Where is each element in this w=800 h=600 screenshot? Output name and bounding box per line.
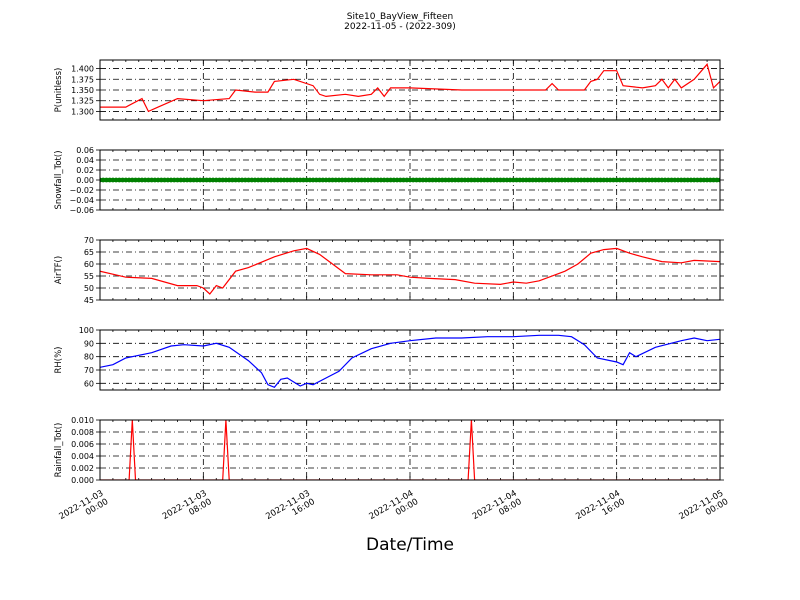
x-axis-label: Date/Time xyxy=(366,535,454,555)
y-tick-label: 0.002 xyxy=(71,464,94,473)
axes-frame xyxy=(99,59,721,121)
x-tick-label: 2022-11-0308:00 xyxy=(161,489,214,531)
y-axis-label: Snowfall_Tot() xyxy=(54,150,64,209)
y-axis-label: Rainfall_Tot() xyxy=(54,423,64,478)
y-tick-label: −0.02 xyxy=(69,186,94,195)
y-tick-label: 0.02 xyxy=(76,166,94,175)
y-tick-label: 0.004 xyxy=(71,452,94,461)
panel-3: 45 50 55 60 65 70 AirTF() xyxy=(54,236,724,305)
y-tick-label: 0.010 xyxy=(71,416,94,425)
x-tick-labels: 2022-11-0300:00 2022-11-0308:00 2022-11-03… xyxy=(58,489,731,531)
data-point xyxy=(717,177,720,183)
y-tick-label: 70 xyxy=(84,366,94,375)
y-tick-label: 90 xyxy=(84,339,94,348)
series-group xyxy=(100,63,720,113)
y-tick-label: 55 xyxy=(84,272,94,281)
y-tick-label: 60 xyxy=(84,260,94,269)
y-tick-label: 80 xyxy=(84,353,94,362)
y-axis-label: P(unitless) xyxy=(54,68,64,113)
y-tick-label: 1.325 xyxy=(71,97,94,106)
x-tick-label: 2022-11-0400:00 xyxy=(368,489,421,531)
series-line xyxy=(100,420,720,480)
series-group xyxy=(100,334,720,389)
series-group xyxy=(100,177,720,183)
y-tick-label: 100 xyxy=(79,326,94,335)
axes-frame xyxy=(99,239,721,301)
series-line xyxy=(100,334,720,389)
panel-5: 0.000 0.002 0.004 0.006 0.008 0.010 Rainfall_T… xyxy=(54,416,724,485)
y-tick-label: 0.008 xyxy=(71,428,94,437)
y-tick-label: 1.350 xyxy=(71,86,94,95)
chart-subtitle: 2022-11-05 - (2022-309) xyxy=(344,22,456,32)
y-tick-label: 0.000 xyxy=(71,476,94,485)
y-tick-label: 1.375 xyxy=(71,75,94,84)
series-line xyxy=(100,63,720,113)
y-axis-label: RH(%) xyxy=(54,346,64,373)
series-group xyxy=(100,247,720,295)
axes-frame xyxy=(99,329,721,391)
panel-4: 60 70 80 90 100 RH(%) xyxy=(54,326,724,391)
y-tick-label: 0.04 xyxy=(76,156,94,165)
y-tick-label: −0.04 xyxy=(69,196,94,205)
x-tick-label: 2022-11-0500:00 xyxy=(678,489,731,531)
y-tick-label: 70 xyxy=(84,236,94,245)
y-tick-label: 45 xyxy=(84,296,94,305)
panel-2: −0.06−0.04−0.020.000.020.040.06 Snowfall_… xyxy=(54,146,724,215)
series-group xyxy=(100,420,720,480)
series-line xyxy=(100,247,720,295)
x-tick-label: 2022-11-0316:00 xyxy=(264,489,317,531)
y-tick-label: −0.06 xyxy=(69,206,94,215)
y-tick-label: 1.300 xyxy=(71,107,94,116)
chart-title: Site10_BayView_Fifteen xyxy=(347,12,453,22)
y-tick-label: 65 xyxy=(84,248,94,257)
x-tick-label: 2022-11-0416:00 xyxy=(574,489,627,531)
y-tick-label: 0.006 xyxy=(71,440,94,449)
y-tick-label: 0.06 xyxy=(76,146,94,155)
y-tick-label: 50 xyxy=(84,284,94,293)
axes-frame xyxy=(99,419,721,481)
axes-frame xyxy=(99,149,721,211)
y-tick-label: 0.00 xyxy=(76,176,94,185)
x-tick-label: 2022-11-0408:00 xyxy=(471,489,524,531)
y-axis-label: AirTF() xyxy=(54,256,64,284)
y-tick-label: 1.400 xyxy=(71,65,94,74)
y-tick-label: 60 xyxy=(84,379,94,388)
x-tick-label: 2022-11-0300:00 xyxy=(58,489,111,531)
